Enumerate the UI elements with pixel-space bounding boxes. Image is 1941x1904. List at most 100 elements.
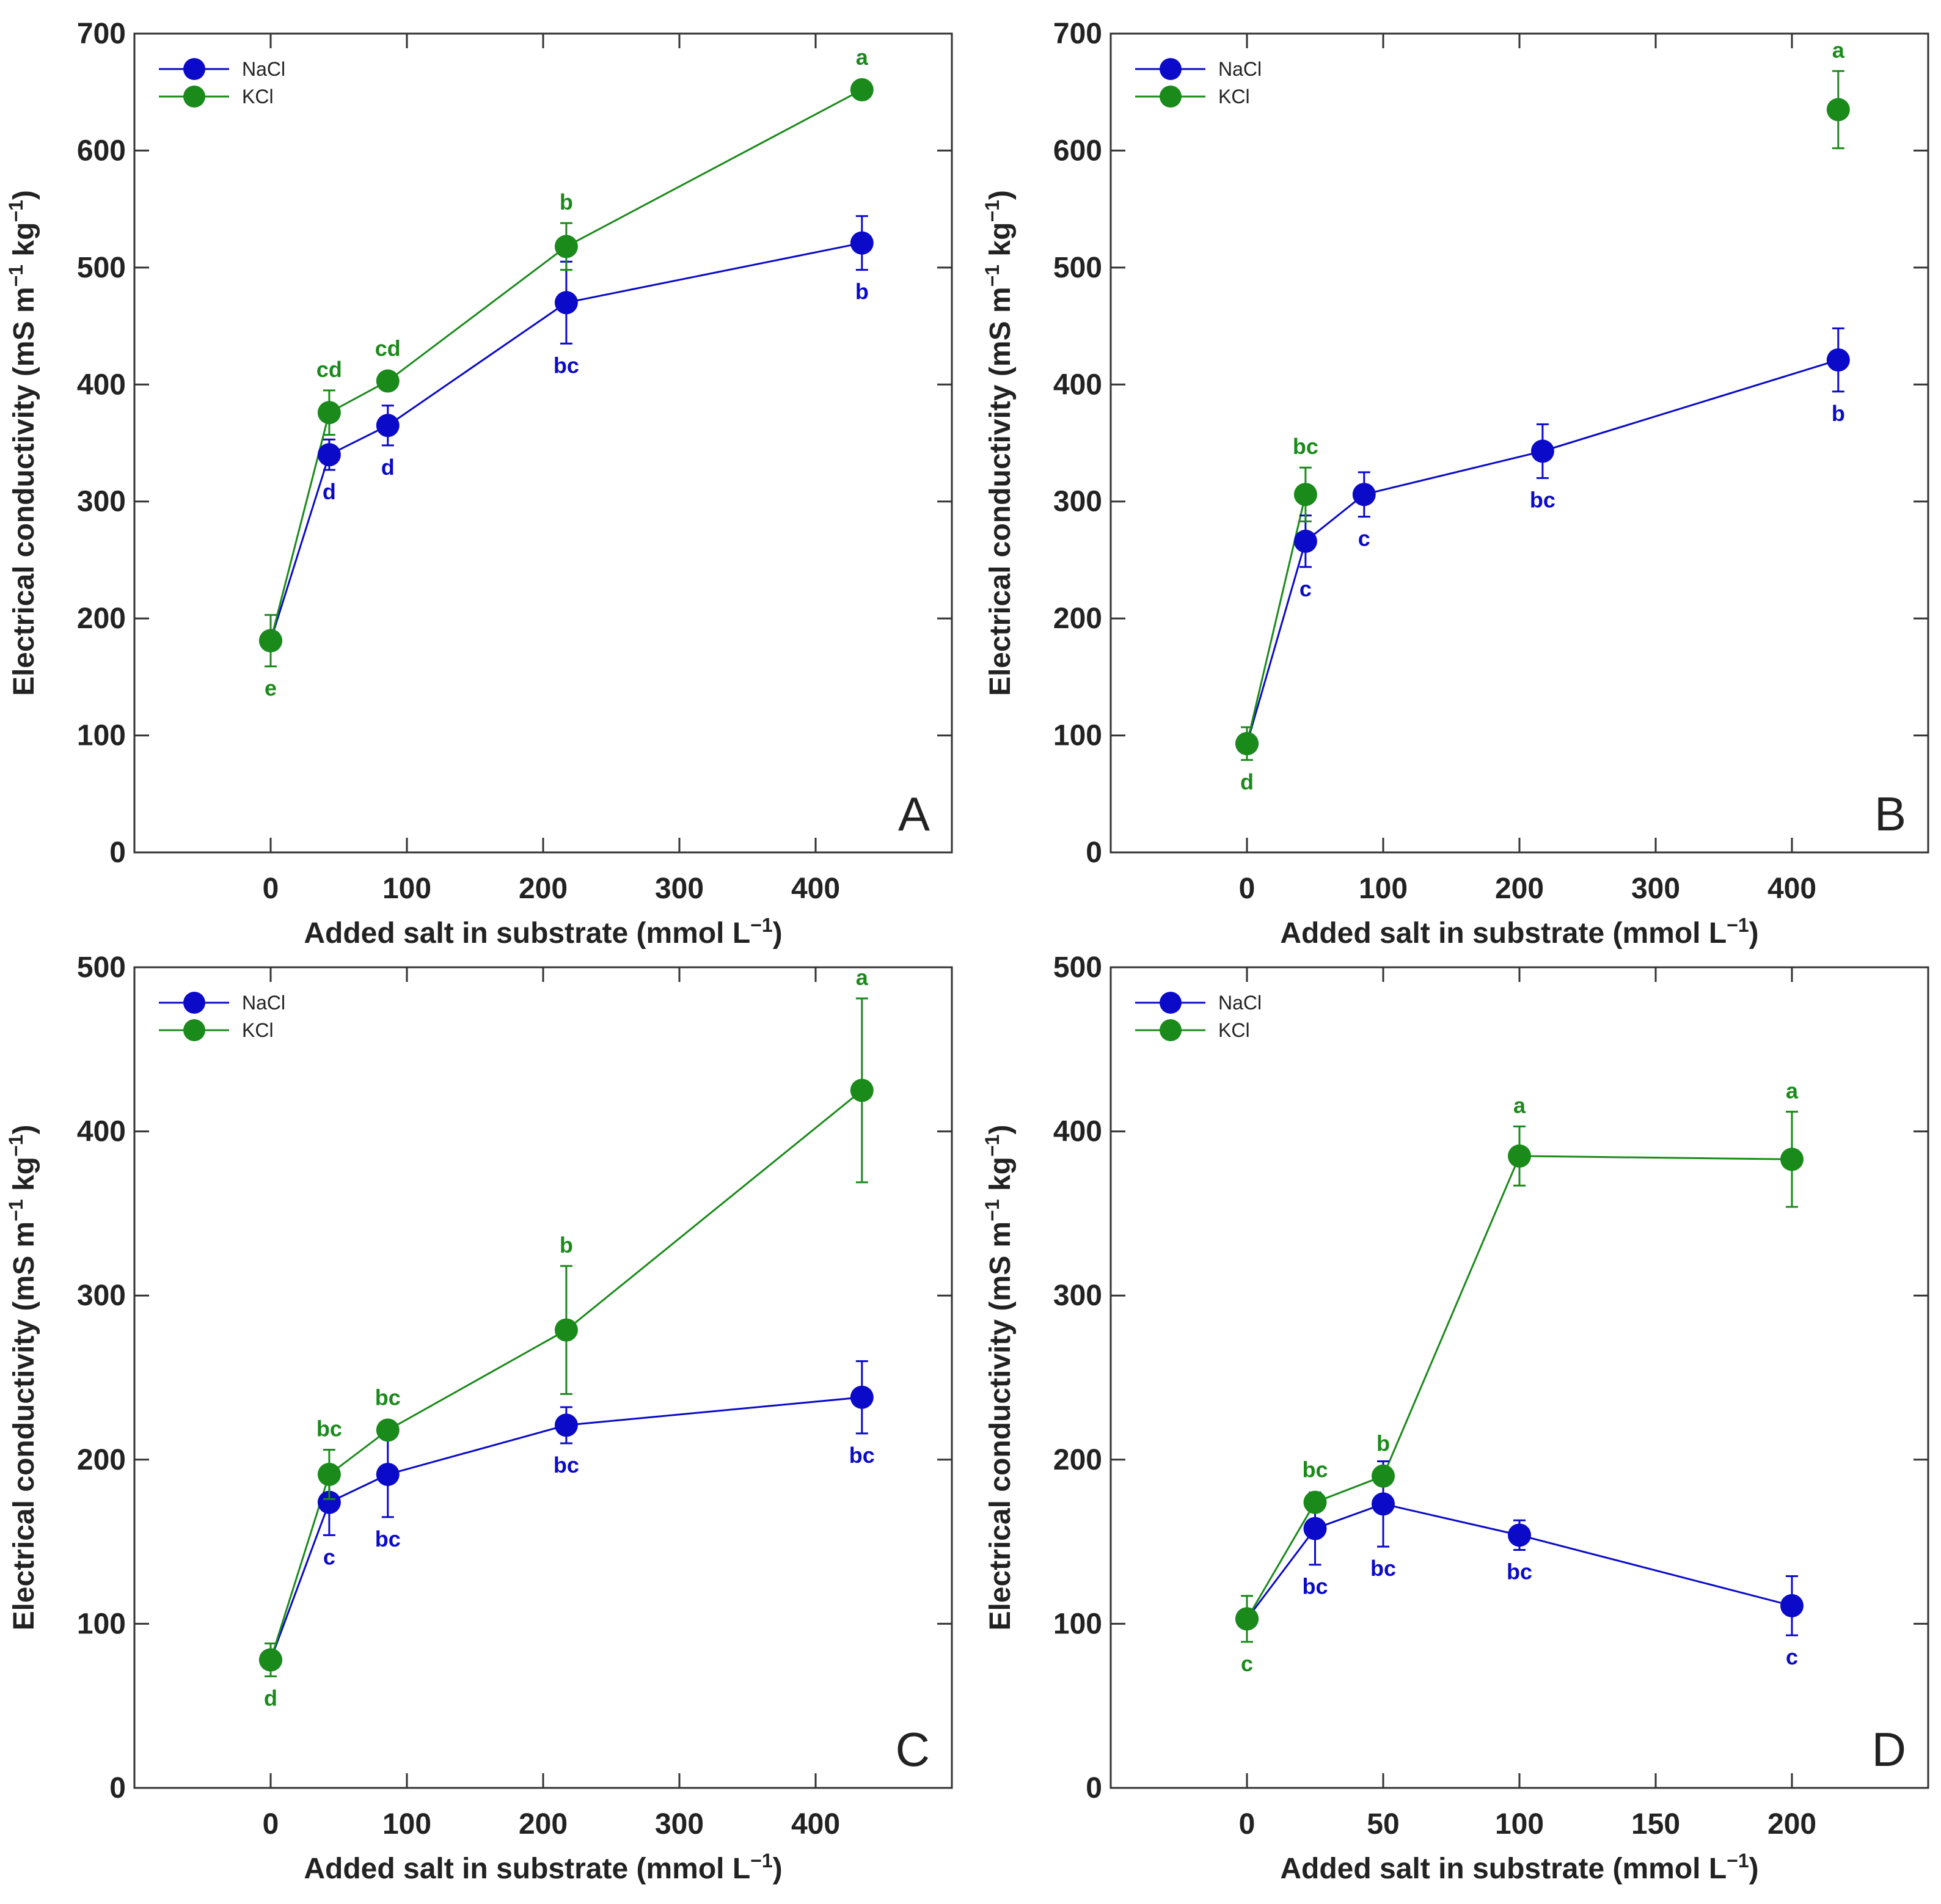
y-tick-label: 0 [1086, 1772, 1102, 1804]
data-point-kcl [554, 1318, 578, 1342]
y-axis-title-mid: kg [984, 1157, 1017, 1199]
legend-label-kcl: KCl [1218, 1019, 1250, 1041]
y-axis-title-end: ) [8, 190, 40, 200]
significance-label-nacl: c [1786, 1644, 1798, 1669]
y-tick-label: 400 [1053, 368, 1102, 401]
data-point-nacl [1372, 1492, 1395, 1516]
data-point-kcl [1235, 1607, 1259, 1631]
significance-label-kcl: a [1832, 37, 1845, 62]
data-point-nacl [376, 414, 400, 438]
significance-label-nacl: bc [1302, 1574, 1328, 1599]
x-tick-label: 100 [382, 1808, 431, 1840]
legend-label-kcl: KCl [242, 86, 274, 108]
y-tick-label: 200 [77, 602, 126, 635]
x-tick-label: 100 [382, 873, 431, 905]
y-axis-title-exponent: −1 [981, 265, 1003, 287]
significance-label-nacl: bc [375, 1526, 401, 1551]
data-point-kcl [554, 235, 578, 258]
x-axis-title-end: ) [1749, 917, 1759, 950]
y-tick-label: 500 [77, 252, 126, 284]
data-point-kcl [1508, 1144, 1531, 1168]
y-tick-label: 300 [1053, 486, 1102, 518]
data-point-kcl [1303, 1490, 1327, 1514]
significance-label-kcl: b [560, 1232, 573, 1258]
x-axis-title-end: ) [773, 1853, 783, 1885]
y-tick-label: 600 [1053, 134, 1102, 167]
y-axis-title-exponent: −1 [981, 1135, 1003, 1157]
x-tick-label: 200 [519, 1808, 568, 1840]
y-axis-title: Electrical conductivity (mS m−1 kg−1) [981, 190, 1017, 696]
y-axis-title-exponent: −1 [5, 1135, 27, 1157]
y-axis-title: Electrical conductivity (mS m−1 kg−1) [5, 1125, 40, 1631]
significance-label-nacl: b [855, 279, 869, 304]
data-point-kcl [1293, 483, 1317, 507]
y-axis-title-mid: kg [8, 1157, 40, 1199]
y-axis-title-exponent: −1 [981, 200, 1003, 222]
chart-panel-d: 0 100 200 300 400 500 0 50 100 150 200 Added salt i… [981, 951, 1929, 1885]
data-point-kcl [376, 1418, 400, 1442]
y-tick-label: 300 [77, 486, 126, 518]
significance-label-kcl: bc [1302, 1457, 1328, 1482]
significance-label-kcl: b [1376, 1431, 1390, 1456]
x-tick-label: 400 [791, 1808, 840, 1840]
legend-marker-nacl [1160, 992, 1182, 1014]
significance-label-kcl: d [264, 1685, 277, 1710]
significance-label-kcl: a [856, 45, 869, 70]
data-point-kcl [850, 78, 874, 101]
y-tick-label: 100 [1053, 1608, 1102, 1640]
y-axis-title: Electrical conductivity (mS m−1 kg−1) [5, 190, 40, 696]
significance-label-nacl: c [323, 1544, 335, 1569]
legend-marker-kcl [183, 1019, 205, 1041]
significance-label-kcl: cd [316, 357, 342, 382]
data-point-nacl [376, 1462, 400, 1486]
significance-label-kcl: a [1513, 1093, 1526, 1118]
data-point-nacl [1530, 439, 1554, 463]
significance-label-nacl: bc [1530, 487, 1555, 512]
y-tick-label: 200 [1053, 1444, 1102, 1476]
y-tick-label: 0 [109, 1772, 126, 1804]
data-point-kcl [1372, 1464, 1395, 1488]
y-axis-title: Electrical conductivity (mS m−1 kg−1) [981, 1125, 1017, 1631]
data-point-kcl [317, 401, 341, 425]
y-axis-title-text: Electrical conductivity (mS m [984, 287, 1017, 696]
data-point-kcl [376, 369, 400, 393]
data-point-nacl [1780, 1594, 1804, 1617]
y-axis-title-exponent: −1 [5, 1199, 27, 1221]
x-axis-title-exponent: −1 [750, 1850, 772, 1872]
x-axis-title-text: Added salt in substrate (mmol L [304, 917, 750, 950]
x-tick-label: 400 [1767, 873, 1816, 905]
significance-label-nacl: c [1299, 576, 1312, 601]
significance-label-kcl: c [1241, 1651, 1253, 1676]
data-point-nacl [1352, 483, 1376, 507]
y-tick-label: 300 [1053, 1280, 1102, 1312]
legend-marker-kcl [1160, 1019, 1182, 1041]
x-axis-title-exponent: −1 [1727, 1850, 1749, 1872]
y-axis-title-text: Electrical conductivity (mS m [8, 1221, 40, 1631]
x-axis-title-end: ) [1749, 1853, 1759, 1885]
significance-label-kcl: e [265, 676, 277, 701]
legend-label-nacl: NaCl [1218, 58, 1262, 80]
x-axis-title-text: Added salt in substrate (mmol L [304, 1853, 750, 1885]
significance-label-kcl: cd [375, 336, 401, 361]
significance-label-nacl: b [1832, 401, 1845, 426]
x-axis-title: Added salt in substrate (mmol L−1) [1280, 914, 1758, 950]
y-tick-label: 200 [1053, 602, 1102, 635]
legend-label-nacl: NaCl [1218, 992, 1262, 1014]
legend-marker-kcl [1160, 86, 1182, 108]
data-point-nacl [1508, 1523, 1531, 1547]
data-point-nacl [1826, 348, 1850, 372]
y-tick-label: 400 [77, 368, 126, 401]
x-tick-label: 300 [655, 873, 704, 905]
chart-panel-c: 0 100 200 300 400 500 0 100 200 300 400 Added salt … [5, 951, 953, 1885]
data-point-kcl [850, 1078, 874, 1102]
y-tick-label: 600 [77, 134, 126, 167]
x-axis-title: Added salt in substrate (mmol L−1) [304, 914, 782, 950]
data-point-nacl [1303, 1517, 1327, 1540]
y-tick-label: 400 [1053, 1116, 1102, 1148]
significance-label-kcl: a [1786, 1078, 1799, 1103]
y-axis-title-exponent: −1 [5, 265, 27, 287]
x-tick-label: 200 [1767, 1808, 1816, 1840]
x-tick-label: 100 [1495, 1808, 1544, 1840]
